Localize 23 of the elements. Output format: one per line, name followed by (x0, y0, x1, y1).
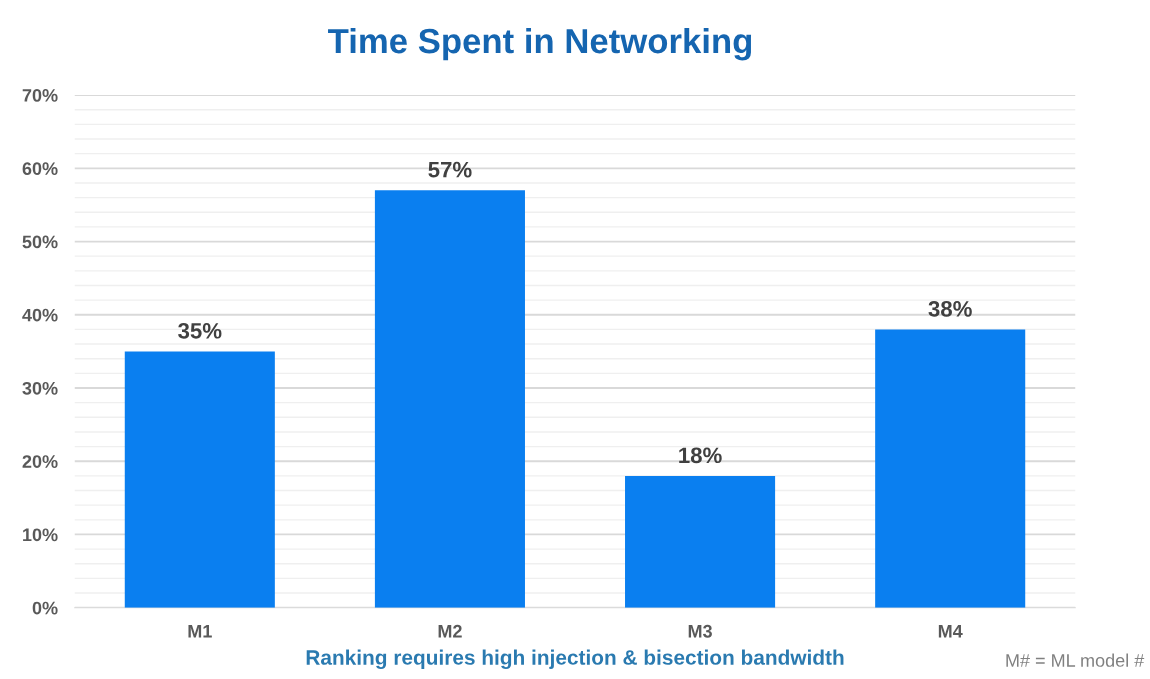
data-label: 57% (428, 161, 472, 178)
data-label: 38% (928, 300, 972, 317)
chart-title: Time Spent in Networking (328, 27, 752, 61)
y-tick-label: 20% (22, 455, 58, 468)
x-tick-label: M1 (188, 625, 212, 638)
x-tick-label: M3 (688, 624, 712, 638)
x-tick-label: M4 (938, 625, 963, 638)
y-tick-label: 60% (22, 162, 58, 176)
x-tick-label: M2 (438, 624, 462, 638)
y-tick-label: 10% (23, 528, 58, 542)
y-tick-label: 50% (22, 235, 58, 249)
data-label: 18% (679, 447, 722, 464)
y-tick-label: 70% (22, 88, 58, 102)
x-axis-title: Ranking requires high injection & bisection bandwidth (306, 649, 844, 670)
bar (124, 351, 275, 608)
bar (625, 475, 776, 608)
bar (875, 329, 1026, 608)
text: M# = ML model # (1006, 653, 1145, 667)
bar (374, 190, 525, 608)
y-tick-label: 30% (22, 381, 58, 395)
data-label: 35% (178, 322, 222, 339)
y-tick-label: 0% (32, 601, 58, 615)
y-tick-label: 40% (22, 308, 58, 322)
